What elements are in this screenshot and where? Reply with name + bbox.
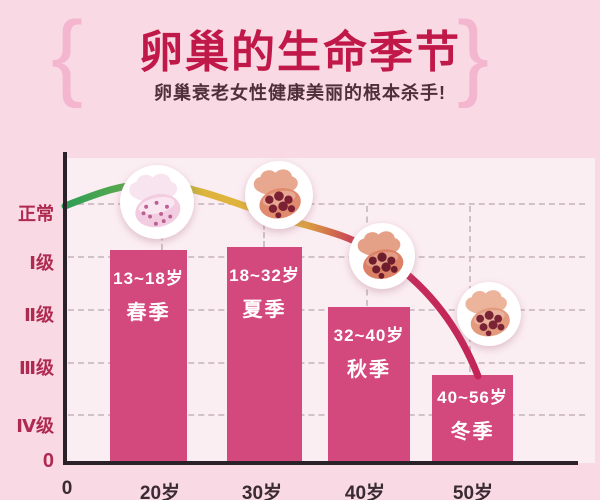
bar-age-label: 32~40岁	[333, 326, 405, 345]
y-axis-line	[63, 152, 67, 465]
x-tick-30: 30岁	[241, 483, 283, 500]
bar-spring: 13~18岁 春季	[110, 250, 187, 461]
y-tick-grade3: Ⅲ级	[18, 358, 54, 378]
ovary-spring-icon	[129, 174, 181, 228]
y-tick-grade1: Ⅰ级	[29, 253, 54, 273]
x-axis-line	[63, 461, 578, 465]
bar-age-label: 40~56岁	[437, 388, 508, 407]
bar-age-label: 13~18岁	[113, 269, 184, 288]
y-tick-grade4: Ⅳ级	[16, 416, 54, 436]
stage-circle-autumn	[349, 223, 415, 289]
ovary-winter-icon	[465, 289, 510, 337]
x-tick-40: 40岁	[344, 483, 386, 500]
stage-circle-spring	[120, 165, 194, 239]
bar-season-label: 春季	[126, 302, 171, 324]
y-tick-zero: 0	[42, 450, 54, 472]
bar-autumn: 32~40岁 秋季	[328, 307, 410, 461]
bar-winter: 40~56岁 冬季	[432, 375, 513, 461]
gridline-grade4	[68, 414, 585, 416]
bar-season-label: 冬季	[450, 421, 495, 443]
stage-circle-winter	[457, 282, 521, 346]
y-tick-normal: 正常	[18, 204, 54, 224]
ovary-autumn-icon	[357, 231, 404, 279]
ovary-summer-icon	[253, 169, 301, 219]
x-tick-0: 0	[61, 478, 73, 499]
page-title: 卵巢的生命季节	[139, 28, 461, 77]
decorative-brace-right-icon: }	[456, 2, 490, 109]
decorative-brace-left-icon: {	[50, 2, 84, 109]
bar-summer: 18~32岁 夏季	[227, 247, 302, 461]
y-tick-grade2: Ⅱ级	[24, 305, 54, 325]
bar-age-label: 18~32岁	[229, 266, 300, 285]
x-tick-50: 50岁	[452, 483, 494, 500]
bar-season-label: 夏季	[242, 299, 287, 321]
page-subtitle: 卵巢衰老女性健康美丽的根本杀手!	[154, 83, 446, 103]
stage-circle-summer	[245, 161, 313, 229]
x-tick-20: 20岁	[139, 483, 181, 500]
bar-season-label: 秋季	[347, 359, 391, 381]
